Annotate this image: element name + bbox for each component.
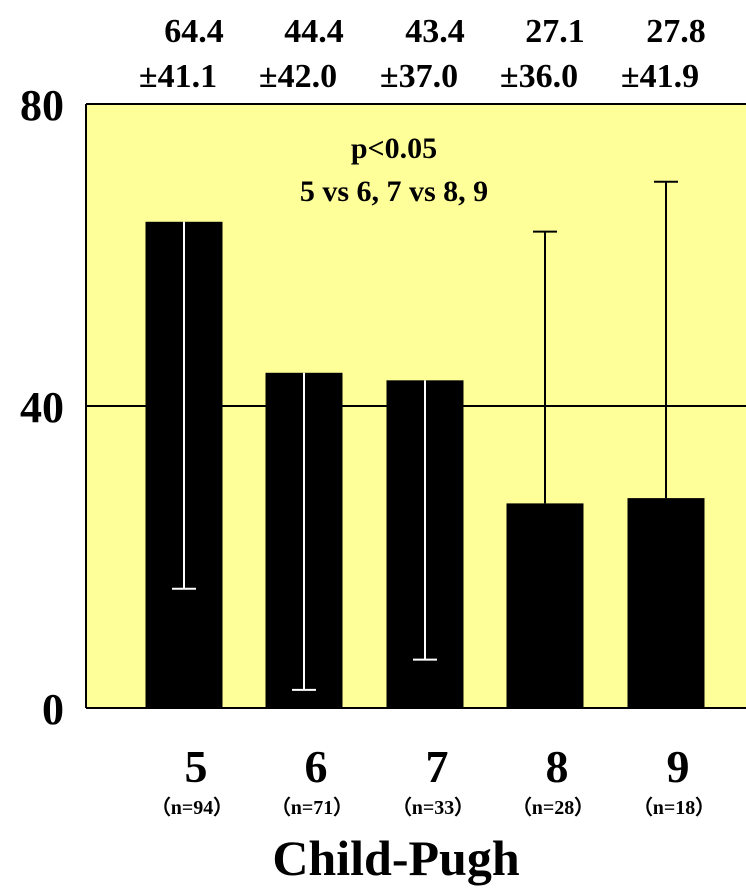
bar-9 <box>627 498 705 708</box>
axes <box>85 103 746 709</box>
bar-8 <box>506 503 584 708</box>
mean-label-7: 43.4 <box>405 13 465 50</box>
sample-size-label-6: （n=71） <box>271 796 354 819</box>
sd-label-5: ±41.1 <box>139 58 217 95</box>
significance-annotation-groups: 5 vs 6, 7 vs 8, 9 <box>300 175 488 208</box>
sample-size-label-5: （n=94） <box>151 796 234 819</box>
sd-label-9: ±41.9 <box>621 58 699 95</box>
x-tick-label-6: 6 <box>305 741 328 792</box>
error-bars <box>172 180 678 691</box>
mean-label-8: 27.1 <box>525 13 585 50</box>
x-tick-label-7: 7 <box>426 741 449 792</box>
x-axis-title: Child-Pugh <box>272 830 520 886</box>
sample-size-label-8: （n=28） <box>512 796 595 819</box>
mean-label-5: 64.4 <box>164 13 224 50</box>
x-tick-label-8: 8 <box>546 741 569 792</box>
sample-size-label-9: （n=18） <box>633 796 716 819</box>
x-tick-label-9: 9 <box>667 741 690 792</box>
mean-label-9: 27.8 <box>646 13 706 50</box>
labels: 0 40 80 64.4 44.4 43.4 27.1 27.8 ±41.1 ±42.0 ±37.0… <box>20 13 715 886</box>
x-tick-label-5: 5 <box>185 741 208 792</box>
y-tick-label-40: 40 <box>20 383 64 432</box>
y-tick-label-0: 0 <box>42 685 64 734</box>
sd-label-8: ±36.0 <box>500 58 578 95</box>
sample-size-label-7: （n=33） <box>392 796 475 819</box>
significance-annotation-p: p<0.05 <box>351 132 437 165</box>
sd-label-7: ±37.0 <box>380 58 458 95</box>
y-tick-label-80: 80 <box>20 81 64 130</box>
sd-label-6: ±42.0 <box>259 58 337 95</box>
mean-label-6: 44.4 <box>284 13 344 50</box>
